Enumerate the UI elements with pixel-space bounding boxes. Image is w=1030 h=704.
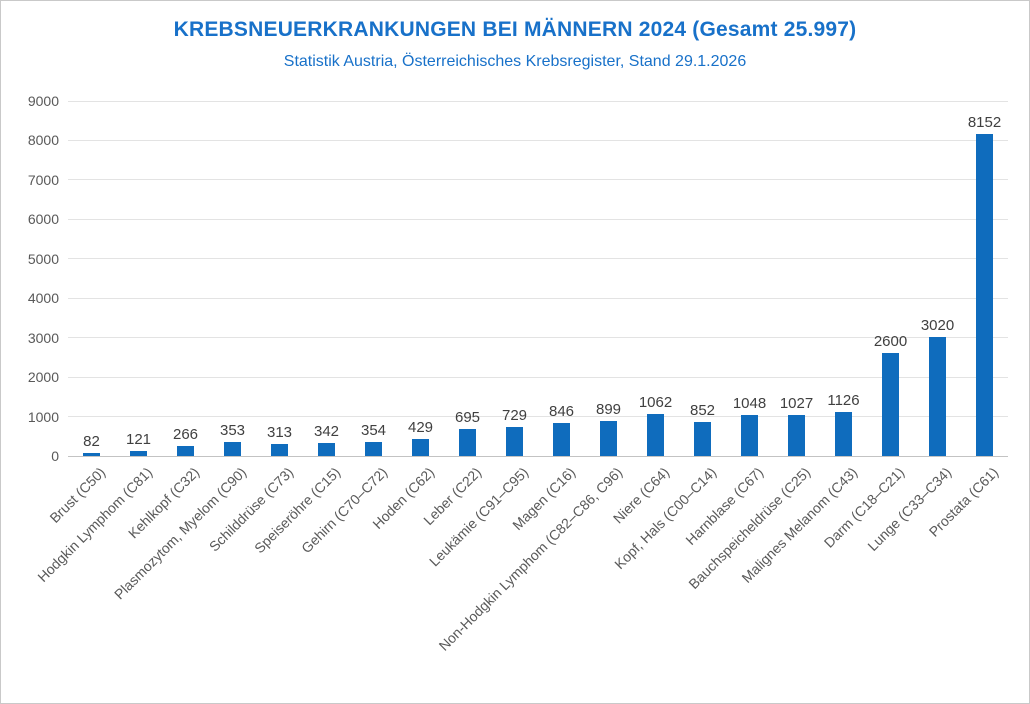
bar-value-label: 1062 bbox=[638, 394, 673, 411]
x-axis-label: Gehirn (C70–C72) bbox=[297, 464, 390, 557]
bar bbox=[694, 422, 711, 456]
bar bbox=[365, 442, 382, 456]
bar bbox=[553, 423, 570, 456]
bar bbox=[647, 414, 664, 456]
gridline bbox=[68, 416, 1008, 418]
bar-value-label: 429 bbox=[407, 419, 434, 436]
bar-value-label: 82 bbox=[83, 433, 100, 450]
bar bbox=[271, 444, 288, 456]
bar-value-label: 8152 bbox=[967, 114, 1002, 131]
gridline bbox=[68, 337, 1008, 339]
bar-value-label: 846 bbox=[548, 403, 575, 420]
bar-value-label: 121 bbox=[125, 431, 152, 448]
y-axis-label: 4000 bbox=[27, 290, 59, 307]
bar bbox=[788, 415, 805, 456]
gridline bbox=[68, 297, 1008, 299]
bar bbox=[224, 442, 241, 456]
x-axis-label: Lunge (C33–C34) bbox=[863, 464, 954, 555]
bar-value-label: 313 bbox=[266, 424, 293, 441]
gridline bbox=[68, 376, 1008, 378]
gridline bbox=[68, 179, 1008, 181]
bar-value-label: 2600 bbox=[873, 333, 908, 350]
bar-value-label: 342 bbox=[313, 423, 340, 440]
y-axis-label: 6000 bbox=[27, 211, 59, 228]
x-axis-line bbox=[68, 455, 1008, 457]
bar bbox=[318, 443, 335, 456]
bar-value-label: 899 bbox=[595, 401, 622, 418]
bar bbox=[976, 134, 993, 456]
bar-value-label: 1048 bbox=[732, 395, 767, 412]
bar-value-label: 1126 bbox=[827, 392, 860, 409]
chart-title: KREBSNEUERKRANKUNGEN BEI MÄNNERN 2024 (G… bbox=[173, 18, 857, 41]
gridline bbox=[68, 258, 1008, 260]
y-axis-label: 2000 bbox=[27, 369, 59, 386]
x-axis-label: Darm (C18–C21) bbox=[820, 464, 907, 551]
bar bbox=[741, 415, 758, 456]
bar-value-label: 695 bbox=[454, 409, 481, 426]
bar bbox=[83, 453, 100, 456]
bar bbox=[459, 429, 476, 456]
bar-value-label: 353 bbox=[219, 422, 246, 439]
bar bbox=[882, 353, 899, 456]
bar bbox=[929, 337, 946, 456]
y-axis-label: 7000 bbox=[27, 171, 59, 188]
bar-value-label: 266 bbox=[172, 426, 199, 443]
bar-value-label: 729 bbox=[501, 407, 528, 424]
y-axis-label: 3000 bbox=[27, 329, 59, 346]
bar-value-label: 3020 bbox=[920, 317, 955, 334]
y-axis-label: 5000 bbox=[27, 250, 59, 267]
bar bbox=[600, 421, 617, 456]
bar-value-label: 354 bbox=[360, 422, 387, 439]
plot-area: 0 1000 2000 3000 4000 5000 6000 7000 8000 9000 82 B… bbox=[28, 93, 1008, 654]
bar bbox=[130, 451, 147, 456]
x-axis-label: Schilddrüse (C73) bbox=[205, 464, 296, 555]
gridline bbox=[68, 100, 1008, 102]
gridline bbox=[68, 139, 1008, 141]
gridline bbox=[68, 218, 1008, 220]
bar-value-label: 1027 bbox=[779, 395, 814, 412]
bar bbox=[412, 439, 429, 456]
bar bbox=[177, 446, 194, 456]
y-axis-label: 1000 bbox=[27, 408, 59, 425]
chart-subtitle: Statistik Austria, Österreichisches Kreb… bbox=[283, 53, 747, 70]
bar bbox=[835, 412, 852, 456]
bar bbox=[506, 427, 523, 456]
y-axis-label: 0 bbox=[51, 448, 59, 464]
y-axis-label: 8000 bbox=[27, 132, 59, 149]
x-axis-label: Speiseröhre (C15) bbox=[250, 464, 343, 557]
y-axis-label: 9000 bbox=[27, 93, 59, 109]
bar-value-label: 852 bbox=[689, 402, 716, 419]
